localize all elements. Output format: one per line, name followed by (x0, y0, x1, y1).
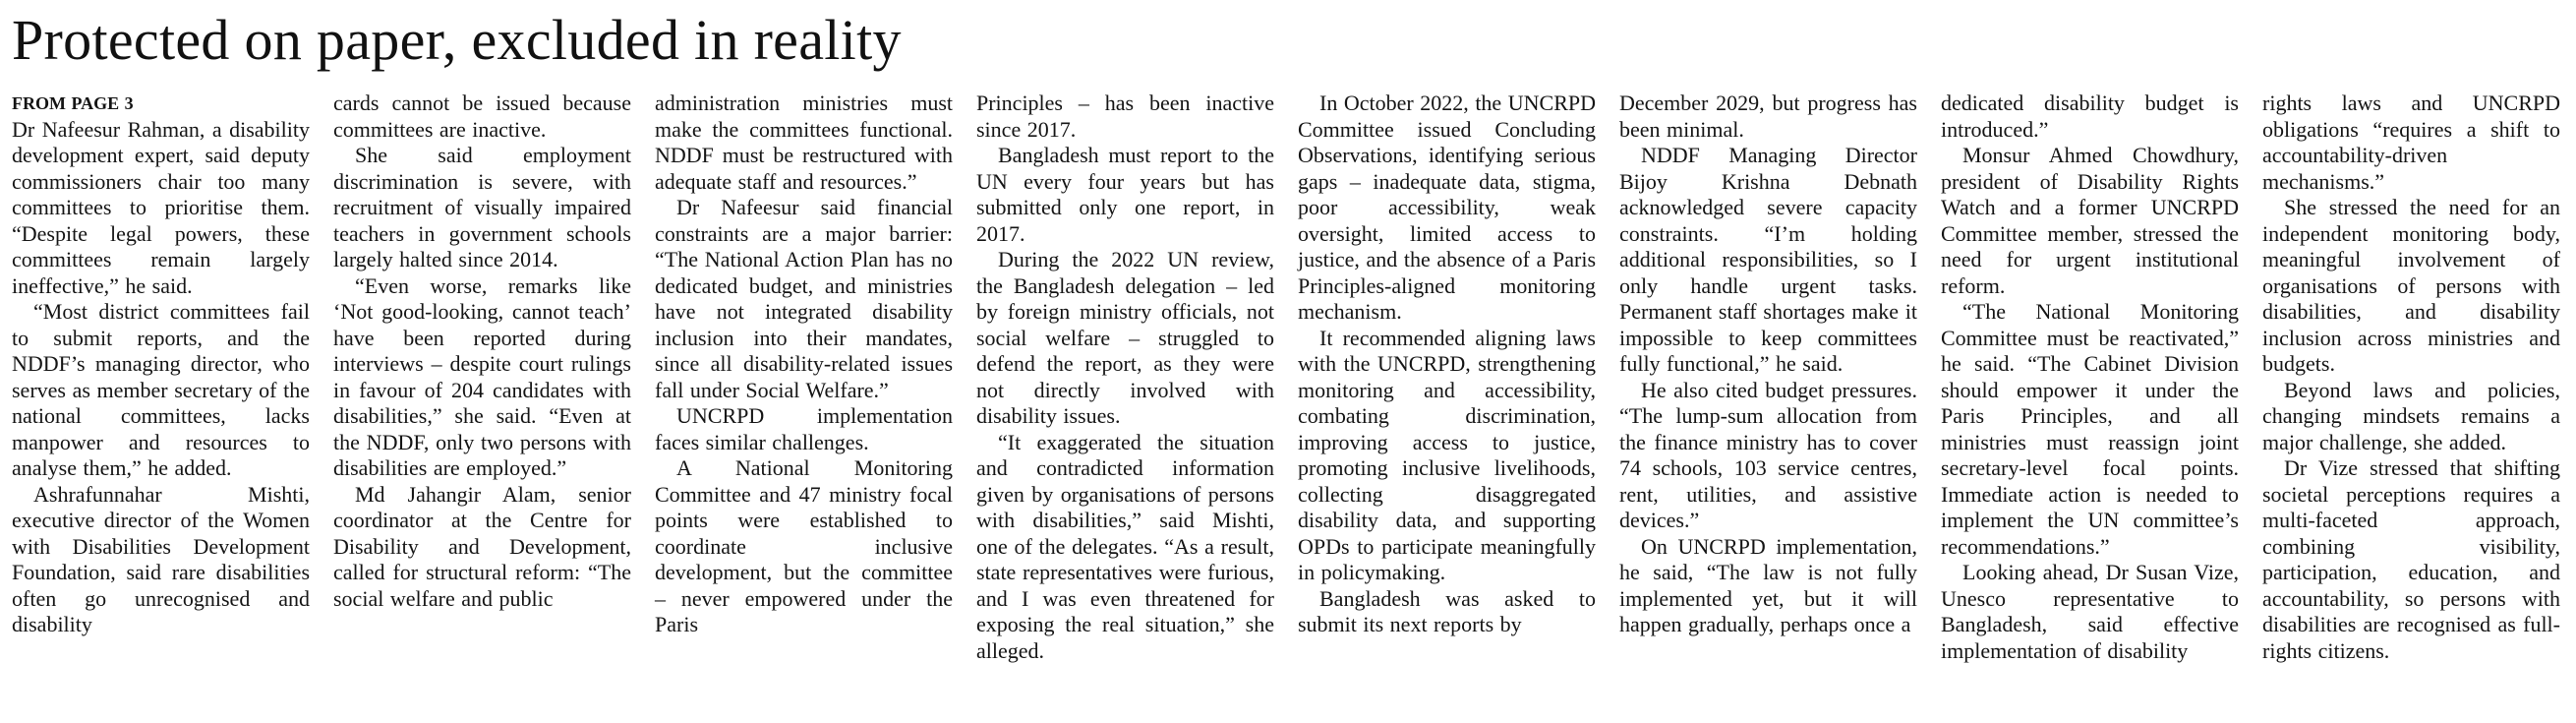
article-paragraph: UNCRPD implementation faces similar chal… (655, 403, 953, 454)
article-paragraph: Dr Nafeesur Rahman, a disability develop… (12, 116, 310, 298)
from-page-label: FROM PAGE 3 (12, 93, 134, 113)
article-paragraph: Md Jahangir Alam, senior coordinator at … (333, 481, 631, 611)
article-column-3: administration ministries must make the … (655, 90, 953, 720)
article-paragraph: He also cited budget pressures. “The lum… (1619, 377, 1917, 533)
article-paragraph: A National Monitoring Committee and 47 m… (655, 455, 953, 636)
article-paragraph: Dr Nafeesur said financial constraints a… (655, 195, 953, 402)
article-paragraph: dedicated disability budget is introduce… (1941, 90, 2239, 142)
article-paragraph: “Most district committees fail to submit… (12, 299, 310, 480)
article-paragraph: December 2029, but progress has been min… (1619, 90, 1917, 142)
article-paragraph: Monsur Ahmed Chowdhury, president of Dis… (1941, 143, 2239, 298)
article-column-4: Principles – has been inactive since 201… (976, 90, 1274, 720)
article-paragraph: Dr Vize stressed that shifting societal … (2262, 455, 2560, 663)
article-paragraph: Beyond laws and policies, changing minds… (2262, 377, 2560, 454)
article-paragraph: cards cannot be issued because committee… (333, 90, 631, 142)
article-paragraph: She said employment discrimination is se… (333, 143, 631, 271)
article-paragraph: Looking ahead, Dr Susan Vize, Unesco rep… (1941, 560, 2239, 663)
article-paragraph: During the 2022 UN review, the Banglades… (976, 247, 1274, 428)
article-title: Protected on paper, excluded in reality (12, 8, 902, 72)
article-paragraph: rights laws and UNCRPD obligations “requ… (2262, 90, 2560, 194)
article-paragraph: “The National Monitoring Committee must … (1941, 299, 2239, 559)
article-column-8: rights laws and UNCRPD obligations “requ… (2262, 90, 2560, 720)
article-paragraph: On UNCRPD implementation, he said, “The … (1619, 533, 1917, 637)
article-paragraph: administration ministries must make the … (655, 90, 953, 194)
article-paragraph: Principles – has been inactive since 201… (976, 90, 1274, 142)
article-column-7: dedicated disability budget is introduce… (1941, 90, 2239, 720)
article-column-5: In October 2022, the UNCRPD Committee is… (1298, 90, 1596, 720)
article-paragraph: In October 2022, the UNCRPD Committee is… (1298, 90, 1596, 324)
article-column-6: December 2029, but progress has been min… (1619, 90, 1917, 720)
article-paragraph: “Even worse, remarks like ‘Not good-look… (333, 272, 631, 481)
article-paragraph: She stressed the need for an independent… (2262, 195, 2560, 376)
article-column-1: FROM PAGE 3 Dr Nafeesur Rahman, a disabil… (12, 90, 310, 720)
article-paragraph: It recommended aligning laws with the UN… (1298, 325, 1596, 585)
article-paragraph: Bangladesh was asked to submit its next … (1298, 585, 1596, 637)
article-column-2: cards cannot be issued because committee… (333, 90, 631, 720)
article-paragraph: Bangladesh must report to the UN every f… (976, 143, 1274, 246)
article-columns: FROM PAGE 3 Dr Nafeesur Rahman, a disabil… (12, 90, 2560, 720)
article-paragraph: Ashrafunnahar Mishti, executive director… (12, 481, 310, 637)
article-paragraph: “It exaggerated the situation and contra… (976, 429, 1274, 663)
article-paragraph: NDDF Managing Director Bijoy Krishna Deb… (1619, 143, 1917, 376)
